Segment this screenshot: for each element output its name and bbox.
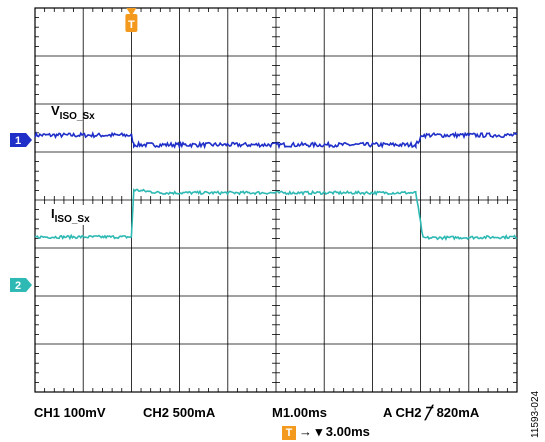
timebase: M1.00ms bbox=[272, 405, 327, 420]
ch2-scale: CH2 500mA bbox=[143, 405, 216, 420]
trace-labels: VISO_Sx IISO_Sx bbox=[48, 103, 100, 225]
trigger-marker-icon bbox=[125, 14, 138, 32]
channel-1-pointer-icon bbox=[26, 133, 32, 147]
trigger-pointer-icon bbox=[126, 8, 137, 16]
channel-2-pointer-icon bbox=[26, 277, 32, 292]
figure-id: 11593-024 bbox=[530, 390, 541, 438]
ch1-scale: CH1 100mV bbox=[34, 405, 106, 420]
trace-label-ch1: VISO_Sx bbox=[51, 103, 95, 122]
traces bbox=[34, 131, 518, 242]
trigger-arrow: → ▾ bbox=[299, 424, 323, 439]
channel-2-marker-label: 2 bbox=[15, 280, 21, 292]
channel-2-marker-icon bbox=[10, 277, 26, 292]
channel-1-marker-label: 1 bbox=[15, 135, 21, 147]
channel-markers: 1 2 T bbox=[10, 8, 138, 292]
trace-ch2 bbox=[34, 188, 518, 242]
trace-label-ch2: IISO_Sx bbox=[51, 206, 90, 225]
trigger-offset-value: 3.00ms bbox=[325, 424, 370, 439]
channel-1-marker-icon bbox=[10, 133, 26, 147]
trigger-marker-label: T bbox=[128, 19, 135, 31]
graticule bbox=[34, 7, 518, 393]
trigger-badge-icon: T bbox=[282, 425, 296, 440]
trigger-offset: T → ▾ 3.00ms bbox=[282, 424, 370, 440]
trace-ch1 bbox=[34, 131, 518, 150]
label-backdrop bbox=[48, 204, 100, 225]
trigger-setting: A CH2 ╱̅ 820mA bbox=[383, 405, 480, 420]
